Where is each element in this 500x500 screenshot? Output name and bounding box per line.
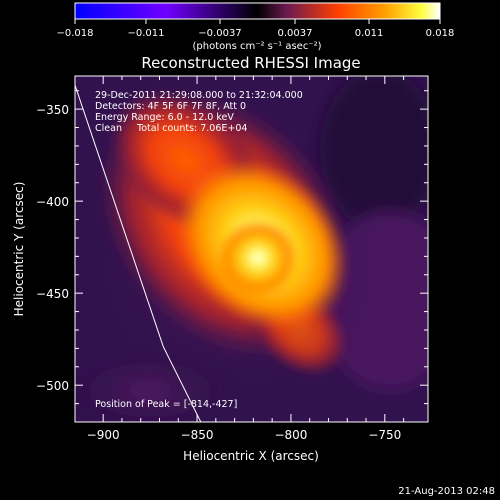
- colorbar-tick-label: −0.0037: [198, 28, 241, 39]
- annotation-time-range: 29-Dec-2011 21:29:08.000 to 21:32:04.000: [95, 90, 303, 101]
- colorbar-tick-label: 0.011: [355, 28, 384, 39]
- colorbar-tick-label: 0.018: [426, 28, 455, 39]
- colorbar: [74, 2, 441, 20]
- y-tick-label: −500: [36, 379, 69, 393]
- annotation-clean-counts: Clean Total counts: 7.06E+04: [95, 123, 247, 134]
- x-tick-label: −850: [181, 428, 214, 442]
- emission-source: [96, 88, 354, 377]
- axis-ticks: −900 −850 −800 −750 −350 −400 −450 −500: [36, 76, 428, 442]
- annotation-detectors: Detectors: 4F 5F 6F 7F 8F, Att 0: [95, 101, 246, 112]
- x-tick-label: −800: [274, 428, 307, 442]
- timestamp: 21-Aug-2013 02:48: [398, 486, 495, 497]
- annotation-energy-range: Energy Range: 6.0 - 12.0 keV: [95, 112, 234, 123]
- plot-frame: [74, 75, 429, 423]
- y-tick-label: −400: [36, 195, 69, 209]
- colorbar-tick-label: −0.011: [127, 28, 164, 39]
- x-tick-label: −900: [87, 428, 120, 442]
- x-axis-label: Heliocentric X (arcsec): [183, 449, 319, 463]
- chart-title: Reconstructed RHESSI Image: [141, 54, 360, 72]
- image-field: [75, 76, 428, 422]
- y-axis-label: Heliocentric Y (arcsec): [12, 182, 26, 317]
- peak-position-label: Position of Peak = [-814,-427]: [95, 399, 237, 410]
- solar-limb-line: [75, 83, 202, 422]
- y-tick-label: −450: [36, 287, 69, 301]
- colorbar-tick-label: 0.0037: [278, 28, 313, 39]
- colorbar-tick-label: −0.018: [56, 28, 93, 39]
- y-tick-label: −350: [36, 103, 69, 117]
- colorbar-ticks: −0.018 −0.011 −0.0037 0.0037 0.011 0.018: [56, 19, 454, 39]
- colorbar-unit-label: (photons cm⁻² s⁻¹ asec⁻²): [192, 41, 321, 52]
- x-tick-label: −750: [368, 428, 401, 442]
